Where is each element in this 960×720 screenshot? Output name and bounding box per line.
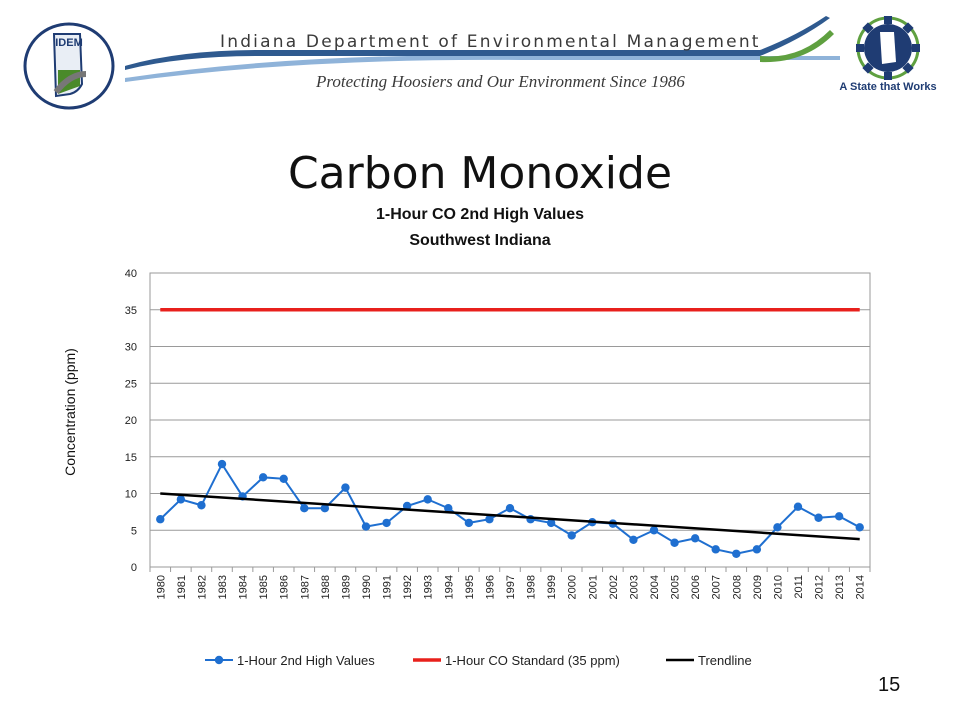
x-tick-label: 2013 [834, 575, 846, 599]
indiana-state-logo-icon [856, 16, 920, 80]
x-tick-label: 1991 [382, 575, 394, 599]
data-point [567, 531, 576, 540]
state-slogan: A State that Works [839, 81, 937, 93]
x-tick-label: 2011 [793, 575, 805, 599]
data-point [217, 459, 227, 469]
y-tick-label: 10 [125, 489, 137, 501]
data-point [156, 515, 165, 524]
data-point [711, 545, 720, 554]
x-tick-label: 2000 [567, 575, 579, 599]
legend-item-standard-label: 1-Hour CO Standard (35 ppm) [445, 653, 620, 668]
legend-item-trendline-label: Trendline [698, 653, 752, 668]
y-tick-label: 40 [125, 268, 137, 280]
x-tick-label: 1990 [361, 575, 373, 599]
chart-title: 1-Hour CO 2nd High Values [375, 206, 585, 223]
x-tick-label: 2007 [711, 575, 723, 599]
x-tick-label: 1988 [320, 575, 332, 599]
legend-item-2nd-high-label: 1-Hour 2nd High Values [237, 653, 375, 668]
x-tick-label: 1992 [402, 575, 414, 599]
x-tick-label: 2001 [587, 575, 599, 599]
x-tick-label: 2002 [608, 575, 620, 599]
x-tick-label: 1996 [484, 575, 496, 599]
x-tick-label: 1989 [340, 575, 352, 599]
data-point [423, 495, 432, 504]
data-point [752, 545, 762, 554]
x-tick-label: 2006 [690, 575, 702, 599]
data-point [197, 501, 206, 510]
y-tick-label: 5 [131, 525, 137, 537]
data-point [485, 515, 494, 524]
x-tick-label: 1997 [505, 575, 517, 599]
x-tick-label: 2004 [649, 575, 661, 599]
data-point [258, 473, 268, 482]
agency-name: Indiana Department of Environmental Mana… [220, 32, 761, 52]
data-point [505, 504, 515, 513]
data-point [382, 518, 391, 528]
x-tick-label: 1984 [238, 575, 250, 599]
x-tick-label: 2008 [731, 575, 743, 599]
idem-logo-icon: IDEM [23, 22, 115, 110]
banner-swoosh [125, 16, 840, 82]
x-tick-label: 1993 [423, 575, 435, 599]
data-point [402, 501, 412, 511]
y-tick-label: 30 [125, 342, 137, 354]
x-tick-label: 2009 [752, 575, 764, 599]
data-point [320, 504, 330, 513]
data-point [444, 504, 453, 513]
x-tick-label: 1980 [155, 575, 167, 599]
x-tick-label: 1985 [258, 575, 270, 599]
data-point [732, 549, 741, 558]
x-tick-label: 1999 [546, 575, 558, 599]
x-tick-label: 1994 [443, 575, 455, 599]
x-tick-label: 1981 [176, 575, 188, 599]
header-banner: IDEM Indiana Department of Environmental… [0, 0, 960, 118]
x-tick-label: 1987 [299, 575, 311, 599]
x-tick-label: 1998 [526, 575, 538, 599]
y-tick-label: 0 [131, 562, 137, 574]
y-tick-label: 15 [125, 452, 137, 464]
trendline [160, 492, 860, 541]
page-number: 15 [878, 674, 901, 696]
slide-title: Carbon Monoxide [287, 148, 673, 199]
x-tick-label: 2014 [855, 575, 867, 599]
x-tick-label: 1983 [217, 575, 229, 599]
data-point [629, 535, 638, 545]
data-point [793, 502, 803, 511]
y-tick-label: 25 [125, 378, 137, 390]
x-tick-label: 2010 [772, 575, 784, 599]
x-tick-label: 1986 [279, 575, 291, 599]
idem-logo-text: IDEM [55, 37, 83, 49]
legend-item-2nd-high-marker [214, 655, 224, 665]
x-tick-label: 1995 [464, 575, 476, 599]
x-tick-label: 1982 [196, 575, 208, 599]
data-point [176, 495, 186, 504]
data-point [834, 512, 844, 521]
data-point [464, 518, 474, 528]
data-point [649, 526, 659, 535]
data-point [546, 518, 556, 528]
x-tick-label: 2012 [814, 575, 826, 599]
agency-tagline: Protecting Hoosiers and Our Environment … [316, 72, 685, 91]
data-point [773, 523, 782, 532]
chart-subtitle: Southwest Indiana [409, 232, 551, 249]
data-point [690, 534, 700, 543]
data-point [361, 522, 371, 531]
x-tick-label: 2003 [628, 575, 640, 599]
y-tick-label: 20 [125, 415, 137, 427]
y-tick-label: 35 [125, 305, 137, 317]
data-point [855, 523, 864, 532]
data-point [341, 483, 350, 492]
data-point [300, 504, 309, 513]
x-tick-label: 2005 [670, 575, 682, 599]
data-point [670, 538, 679, 547]
data-point [814, 513, 823, 522]
data-point [279, 474, 288, 483]
